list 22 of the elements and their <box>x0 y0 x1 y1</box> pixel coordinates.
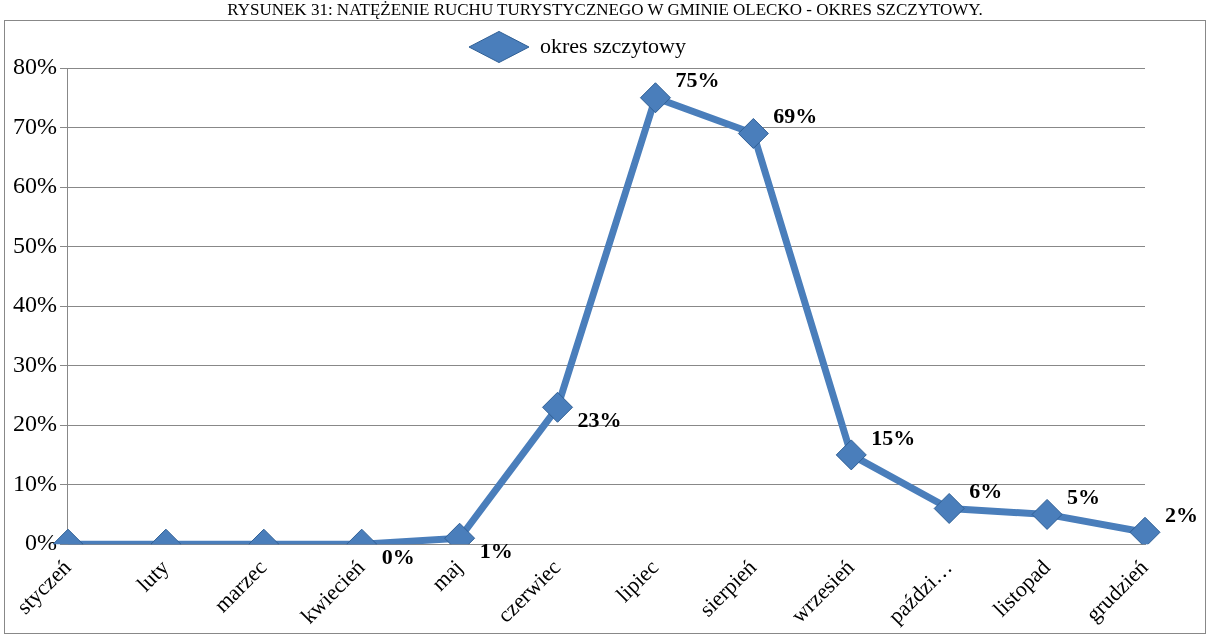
x-tick-label: maj <box>426 554 468 596</box>
y-tick-label: 20% <box>12 410 57 437</box>
chart-title: RYSUNEK 31: NATĘŻENIE RUCHU TURYSTYCZNEGO W GMINIE OLECKO - OKRES SZCZYTOWY. <box>226 0 984 20</box>
data-label: 6% <box>969 478 1003 504</box>
y-tick-label: 40% <box>12 291 57 318</box>
data-label: 15% <box>871 424 916 450</box>
y-tick-label: 60% <box>12 172 57 199</box>
x-tick-label: luty <box>131 554 174 597</box>
y-tick-label: 80% <box>12 53 57 80</box>
y-tick-label: 30% <box>12 350 57 377</box>
y-tick-label: 10% <box>12 469 57 496</box>
data-label: 23% <box>577 406 622 432</box>
data-label: 0% <box>381 543 415 569</box>
data-label: 75% <box>675 67 720 93</box>
data-label: 1% <box>479 537 513 563</box>
data-label: 69% <box>773 103 818 129</box>
data-label: 2% <box>1165 501 1198 527</box>
legend-label: okres szczytowy <box>540 32 687 58</box>
y-tick-label: 0% <box>24 529 57 556</box>
y-tick-label: 50% <box>12 231 57 258</box>
data-label: 5% <box>1067 484 1101 510</box>
y-tick-label: 70% <box>12 112 57 139</box>
